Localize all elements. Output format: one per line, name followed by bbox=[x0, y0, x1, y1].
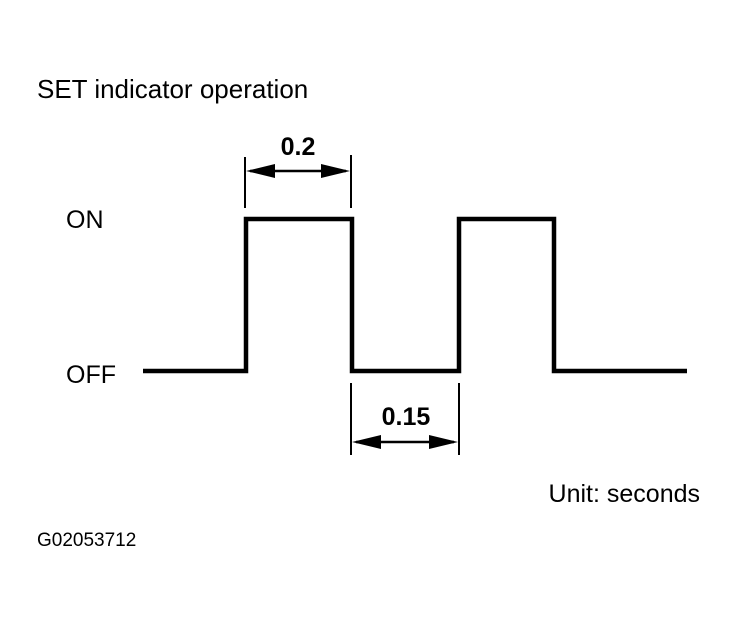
arrow-right-icon bbox=[429, 435, 458, 449]
off-duration-label: 0.15 bbox=[382, 403, 431, 431]
off-duration-dimension: 0.15 bbox=[350, 383, 460, 455]
off-level-label: OFF bbox=[66, 361, 116, 389]
figure-id: G02053712 bbox=[37, 530, 136, 551]
on-duration-dimension: 0.2 bbox=[244, 133, 352, 208]
arrow-left-icon bbox=[246, 164, 275, 178]
unit-note: Unit: seconds bbox=[549, 480, 700, 508]
arrow-right-icon bbox=[321, 164, 350, 178]
on-duration-label: 0.2 bbox=[281, 133, 316, 161]
arrow-left-icon bbox=[352, 435, 381, 449]
signal-waveform bbox=[143, 216, 687, 374]
on-level-label: ON bbox=[66, 206, 104, 234]
diagram-title: SET indicator operation bbox=[37, 74, 308, 104]
